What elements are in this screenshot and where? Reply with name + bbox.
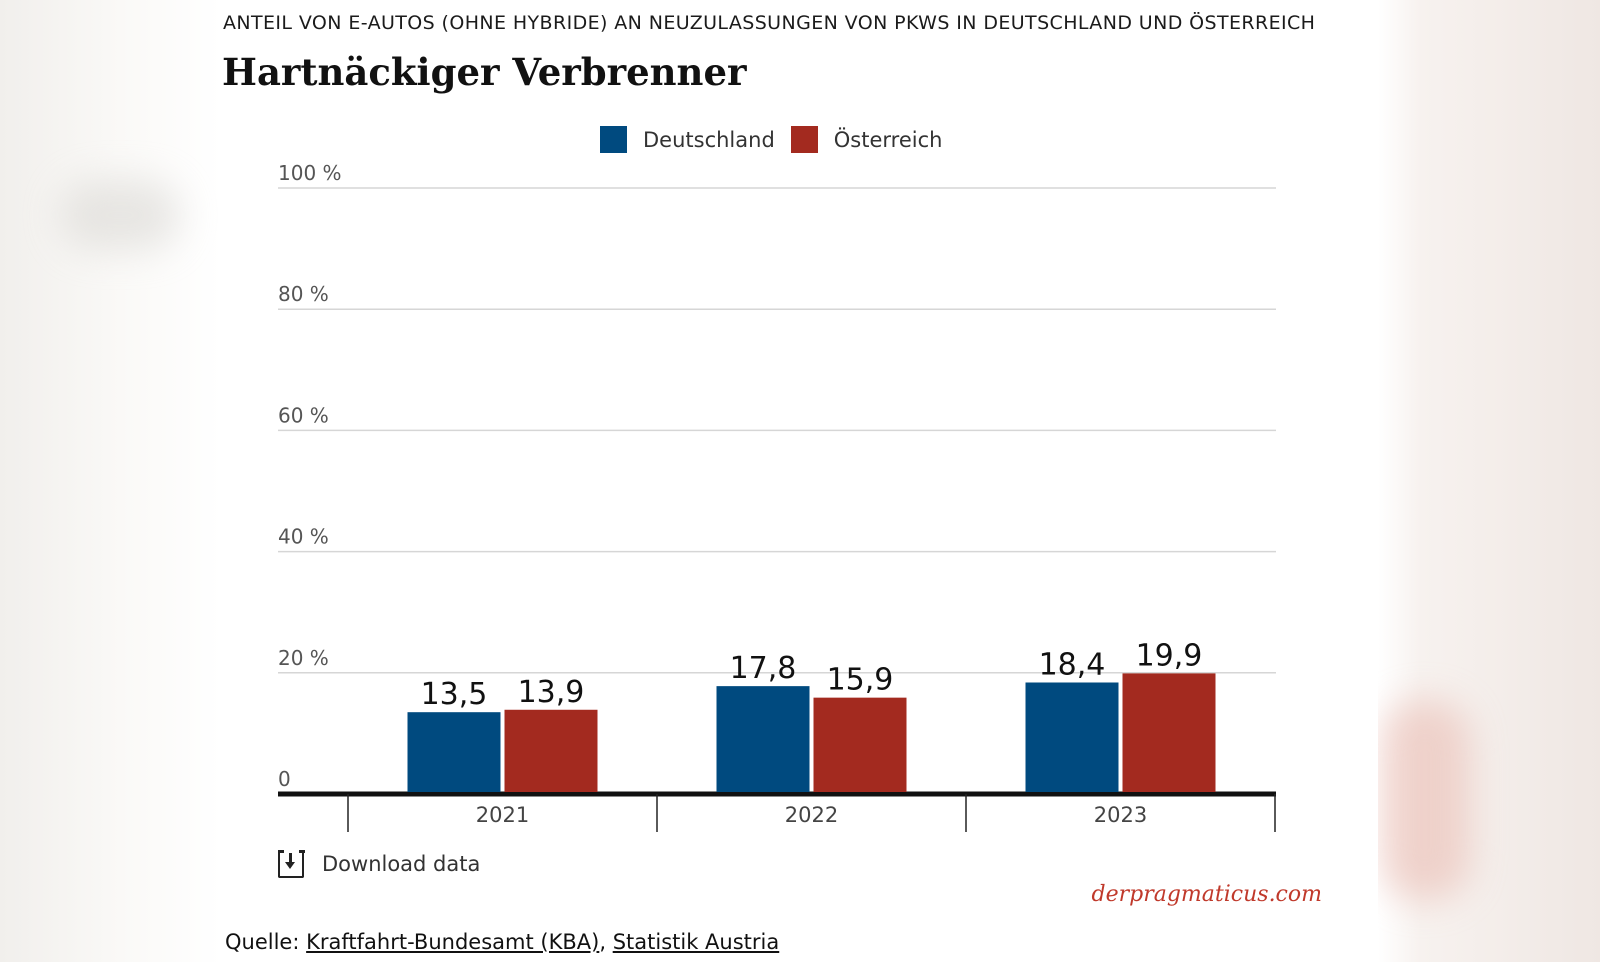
download-data-button[interactable]: Download data (277, 850, 481, 878)
bar-österreich-2023 (1122, 673, 1216, 792)
legend-label-oesterreich: Österreich (833, 127, 943, 152)
bar-österreich-2021 (504, 709, 598, 792)
y-tick-label-60: 60 % (278, 403, 329, 427)
chart-title: Hartnäckiger Verbrenner (222, 50, 747, 94)
background-blur-right (1380, 700, 1470, 900)
data-label-österreich-2021: 13,9 (518, 675, 585, 710)
y-tick-label-40: 40 % (278, 525, 329, 549)
data-label-deutschland-2022: 17,8 (730, 651, 797, 686)
y-tick-label-100: 100 % (278, 161, 342, 185)
bar-deutschland-2021 (407, 712, 501, 792)
brand-logo-text[interactable]: derpragmaticus.com (1091, 882, 1322, 907)
bar-österreich-2022 (813, 697, 907, 792)
x-tick-label-2021: 2021 (476, 803, 529, 827)
data-label-österreich-2023: 19,9 (1136, 638, 1203, 673)
background-blur-left (60, 180, 180, 250)
y-tick-label-20: 20 % (278, 646, 329, 670)
y-tick-label-0: 0 (278, 767, 291, 791)
source-separator: , (599, 930, 606, 954)
download-icon (277, 850, 305, 878)
source-link-kba[interactable]: Kraftfahrt-Bundesamt (KBA) (306, 930, 600, 954)
data-label-deutschland-2021: 13,5 (421, 677, 488, 712)
chart-legend: Deutschland Österreich (600, 126, 958, 153)
legend-swatch-deutschland (600, 126, 627, 153)
source-prefix: Quelle: (225, 930, 300, 954)
chart-kicker: ANTEIL VON E-AUTOS (OHNE HYBRIDE) AN NEU… (223, 12, 1316, 34)
bar-deutschland-2022 (716, 686, 810, 792)
y-tick-label-80: 80 % (278, 282, 329, 306)
data-label-österreich-2022: 15,9 (827, 663, 894, 698)
legend-swatch-oesterreich (790, 126, 818, 153)
bar-deutschland-2023 (1025, 682, 1119, 792)
download-data-label: Download data (322, 852, 481, 876)
chart-card (222, 0, 1378, 962)
legend-label-deutschland: Deutschland (643, 127, 775, 152)
x-tick-label-2022: 2022 (785, 803, 838, 827)
x-tick-label-2023: 2023 (1094, 803, 1147, 827)
legend-item-oesterreich[interactable]: Österreich (790, 126, 943, 153)
legend-item-deutschland[interactable]: Deutschland (600, 126, 775, 153)
source-link-statistik-austria[interactable]: Statistik Austria (612, 930, 780, 954)
data-label-deutschland-2023: 18,4 (1039, 647, 1106, 682)
source-line: Quelle: Kraftfahrt-Bundesamt (KBA), Stat… (225, 930, 779, 954)
